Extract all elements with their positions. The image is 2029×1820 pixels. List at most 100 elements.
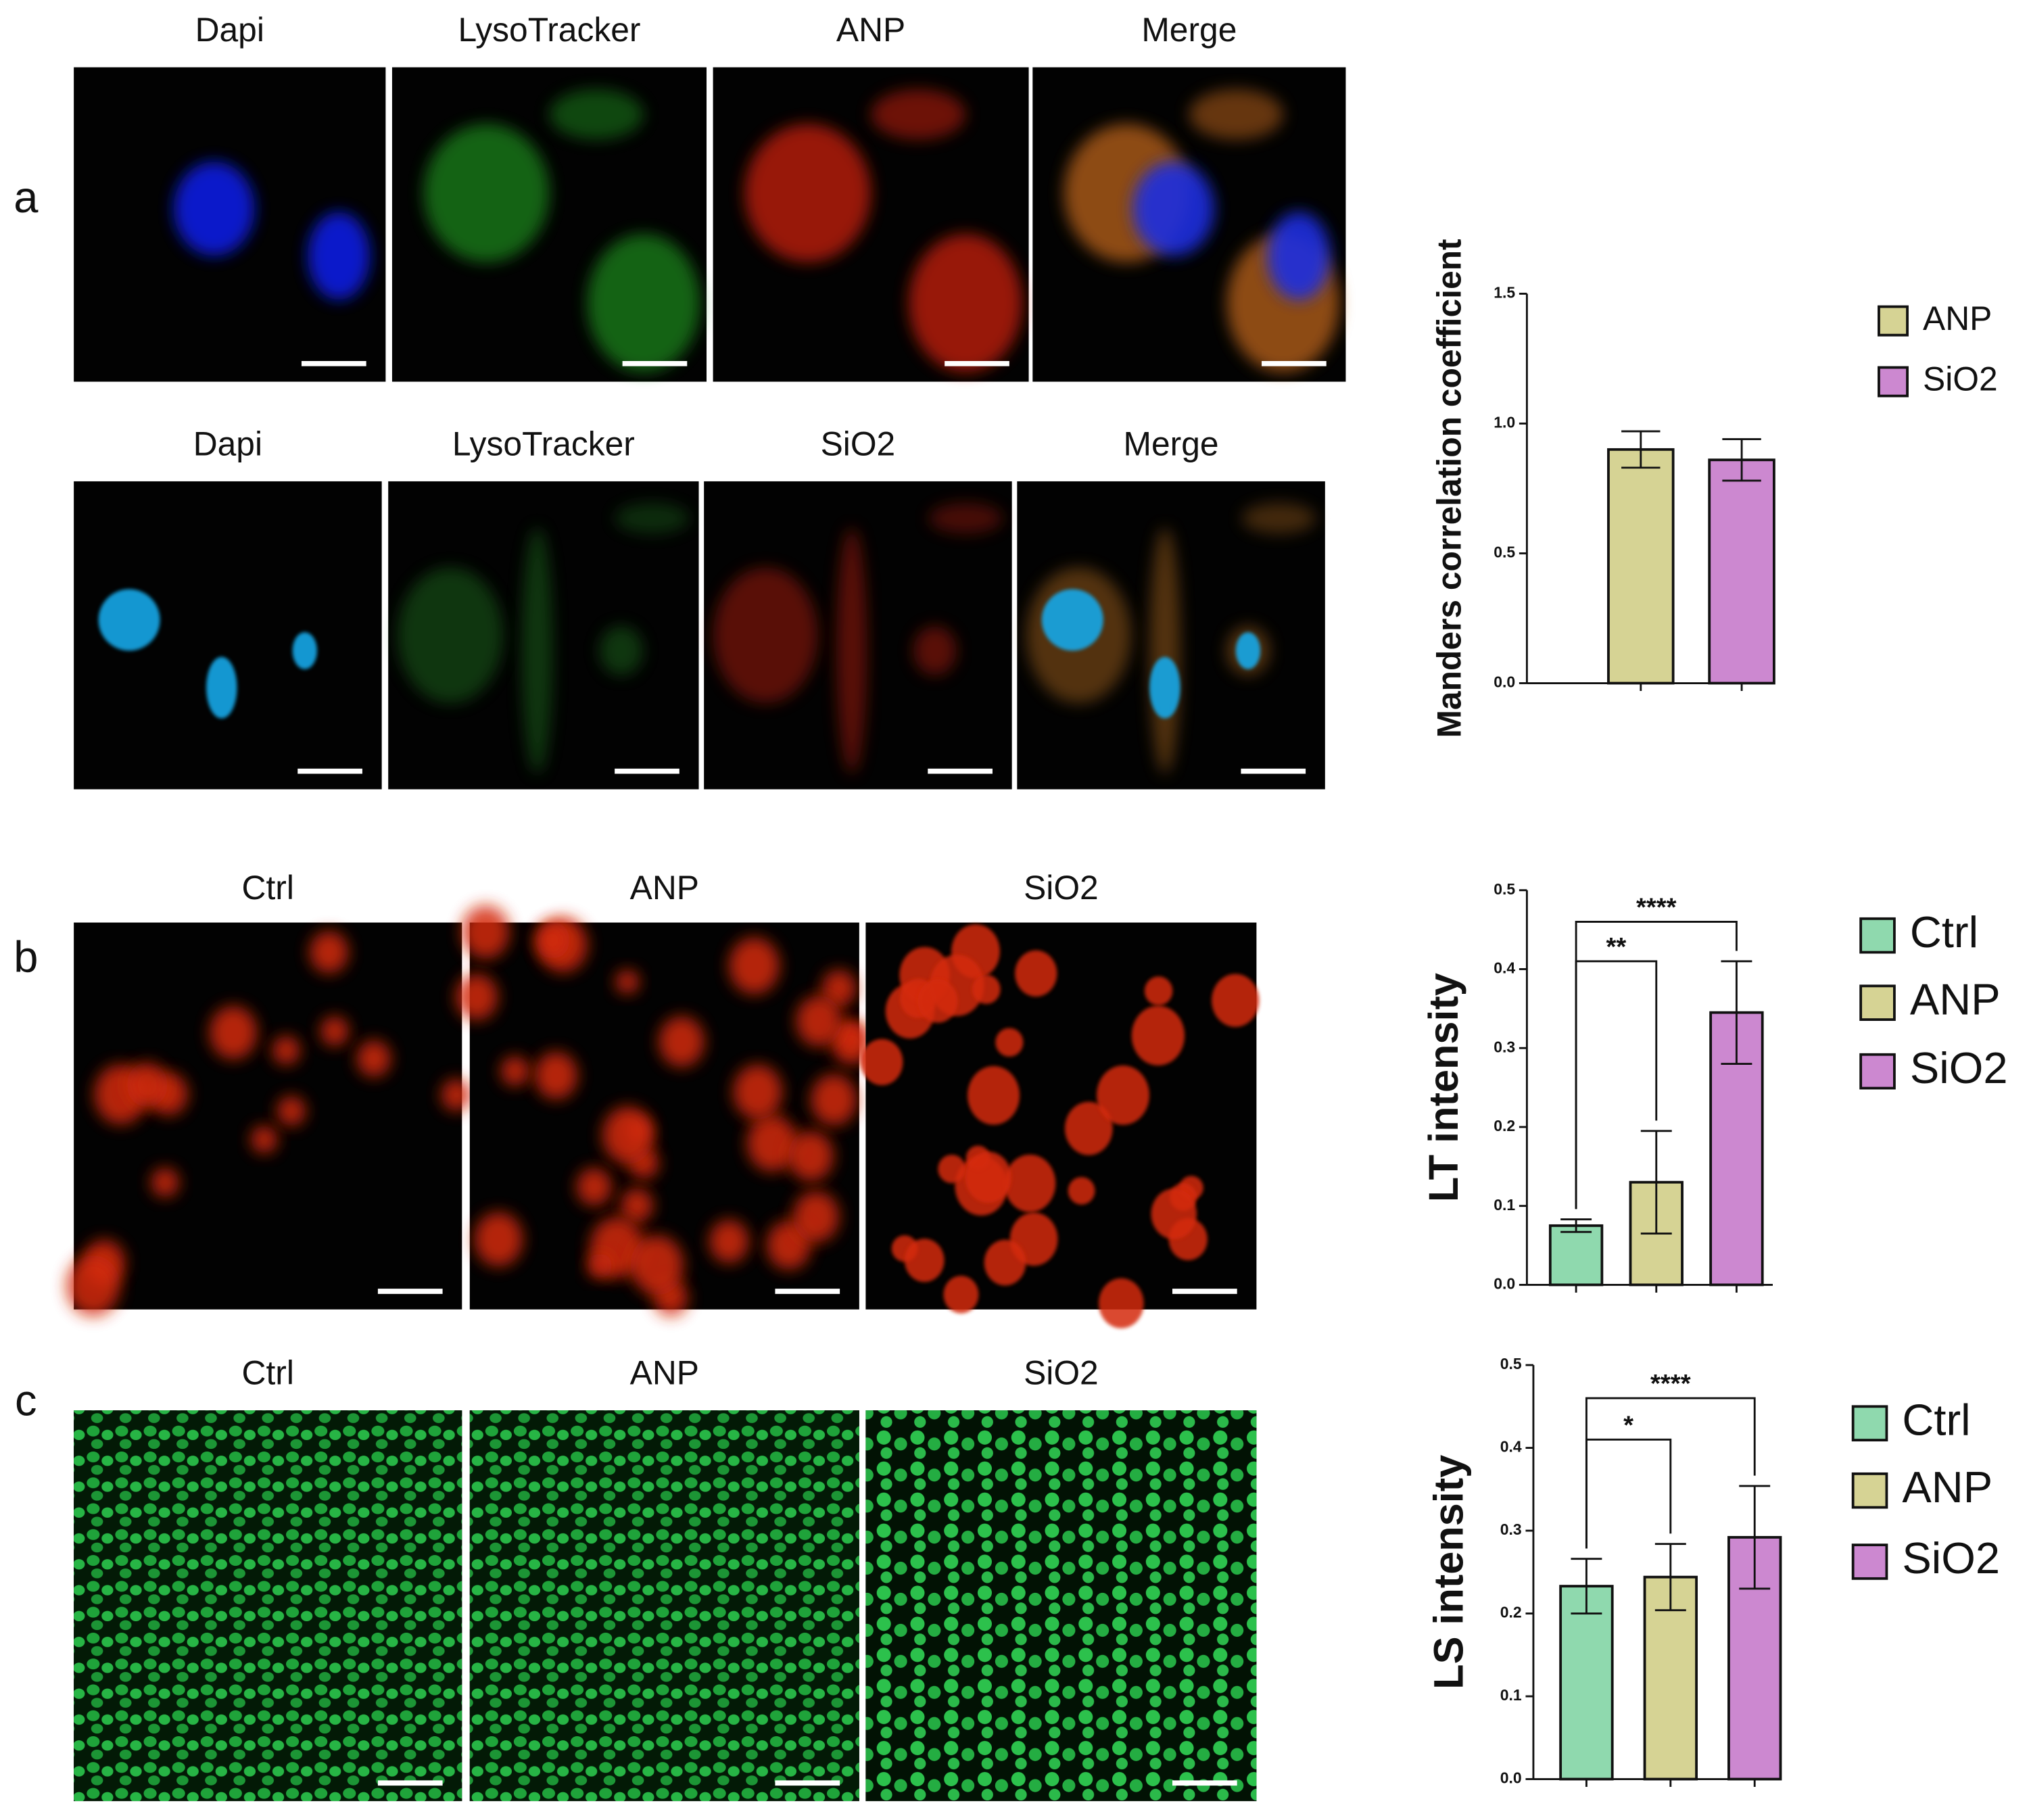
micrograph [391,67,707,382]
legend-label: SiO2 [1910,1043,2008,1093]
image-title: LysoTracker [458,11,640,49]
cell [209,1005,258,1059]
micrograph [388,481,699,790]
legend-label: Ctrl [1902,1395,1970,1444]
y-tick-label: 0.5 [1494,880,1515,898]
cell [1098,1278,1144,1328]
cell [126,1062,168,1107]
significance-bracket [1575,960,1658,1210]
micrograph [861,922,1260,1328]
cell [173,162,255,256]
error-bar [1739,1485,1771,1590]
cell [965,1151,1011,1203]
cell [500,1056,529,1086]
legend-swatch [1851,1472,1888,1509]
cell [292,632,317,669]
cell [1041,589,1103,651]
y-axis-label: Manders correlation coefficient [1431,239,1469,738]
cell [871,89,966,140]
cell [615,969,640,995]
cell [1189,89,1283,140]
cell [917,979,958,1023]
significance-bracket [1585,1438,1672,1549]
cell [66,1255,120,1316]
cell [1068,1176,1095,1205]
cell [1149,656,1180,719]
y-tick-label: 0.5 [1494,544,1515,561]
cell [796,995,842,1047]
cell [534,1051,578,1100]
image-title: SiO2 [1024,869,1099,907]
cell [356,1040,391,1078]
cell [938,1154,966,1184]
significance-label: **** [1636,892,1677,921]
micrograph [74,67,386,382]
cell [576,1168,612,1206]
y-tick-label: 0.0 [1500,1769,1522,1787]
cell [821,969,857,1007]
legend-swatch [1859,984,1896,1022]
y-tick-label: 0.4 [1500,1438,1522,1456]
cell [1241,502,1316,534]
image-title: ANP [630,1354,699,1392]
micrograph [74,1410,462,1802]
panel-label: a [14,172,39,222]
cell [98,589,160,651]
micrograph [704,481,1012,790]
cell [602,1106,654,1164]
cell [1096,1065,1149,1125]
bar [1708,458,1775,685]
cell [441,1078,472,1111]
cell [630,1235,684,1295]
cell [713,567,818,703]
cell [792,1191,839,1243]
error-bar [1722,438,1761,482]
legend-label: Ctrl [1910,907,1978,957]
cell [1235,632,1261,669]
cell [1151,1189,1197,1239]
micrograph [865,1410,1257,1802]
cell [984,1239,1026,1286]
cell [744,124,872,262]
legend-swatch [1878,305,1909,337]
micrograph [1017,481,1325,790]
cell [746,1114,798,1172]
cell [277,1096,306,1126]
cell [1131,1005,1185,1066]
panel-label: c [15,1376,37,1425]
cell [1015,950,1057,997]
cell [423,124,550,262]
cell [206,656,237,719]
y-axis-label: LT intensity [1421,973,1466,1202]
image-title: ANP [836,11,905,49]
image-title: Dapi [193,425,262,462]
cell [320,1016,350,1047]
cell [928,502,1003,534]
cell [909,234,1023,373]
bar [1559,1585,1614,1781]
cell [788,1130,834,1182]
cell [1064,1101,1113,1155]
cell [729,937,780,995]
micrograph [1032,67,1346,382]
cell [535,921,570,959]
cell [733,1064,783,1120]
legend-swatch [1851,1543,1888,1580]
cell [599,626,643,675]
significance-bracket [1575,920,1738,1210]
y-tick-label: 0.0 [1494,673,1515,691]
legend-swatch [1859,1053,1896,1090]
y-tick-label: 0.1 [1494,1196,1515,1214]
y-tick-label: 0.1 [1500,1686,1522,1704]
cell [587,1253,613,1279]
image-title: Ctrl [242,869,294,907]
micrograph [713,67,1029,382]
error-bar [1721,960,1752,1065]
error-bar [1571,1558,1602,1614]
cell [397,567,504,703]
legend-label: SiO2 [1923,360,1998,398]
cell [832,1023,871,1065]
cell [659,1016,705,1068]
